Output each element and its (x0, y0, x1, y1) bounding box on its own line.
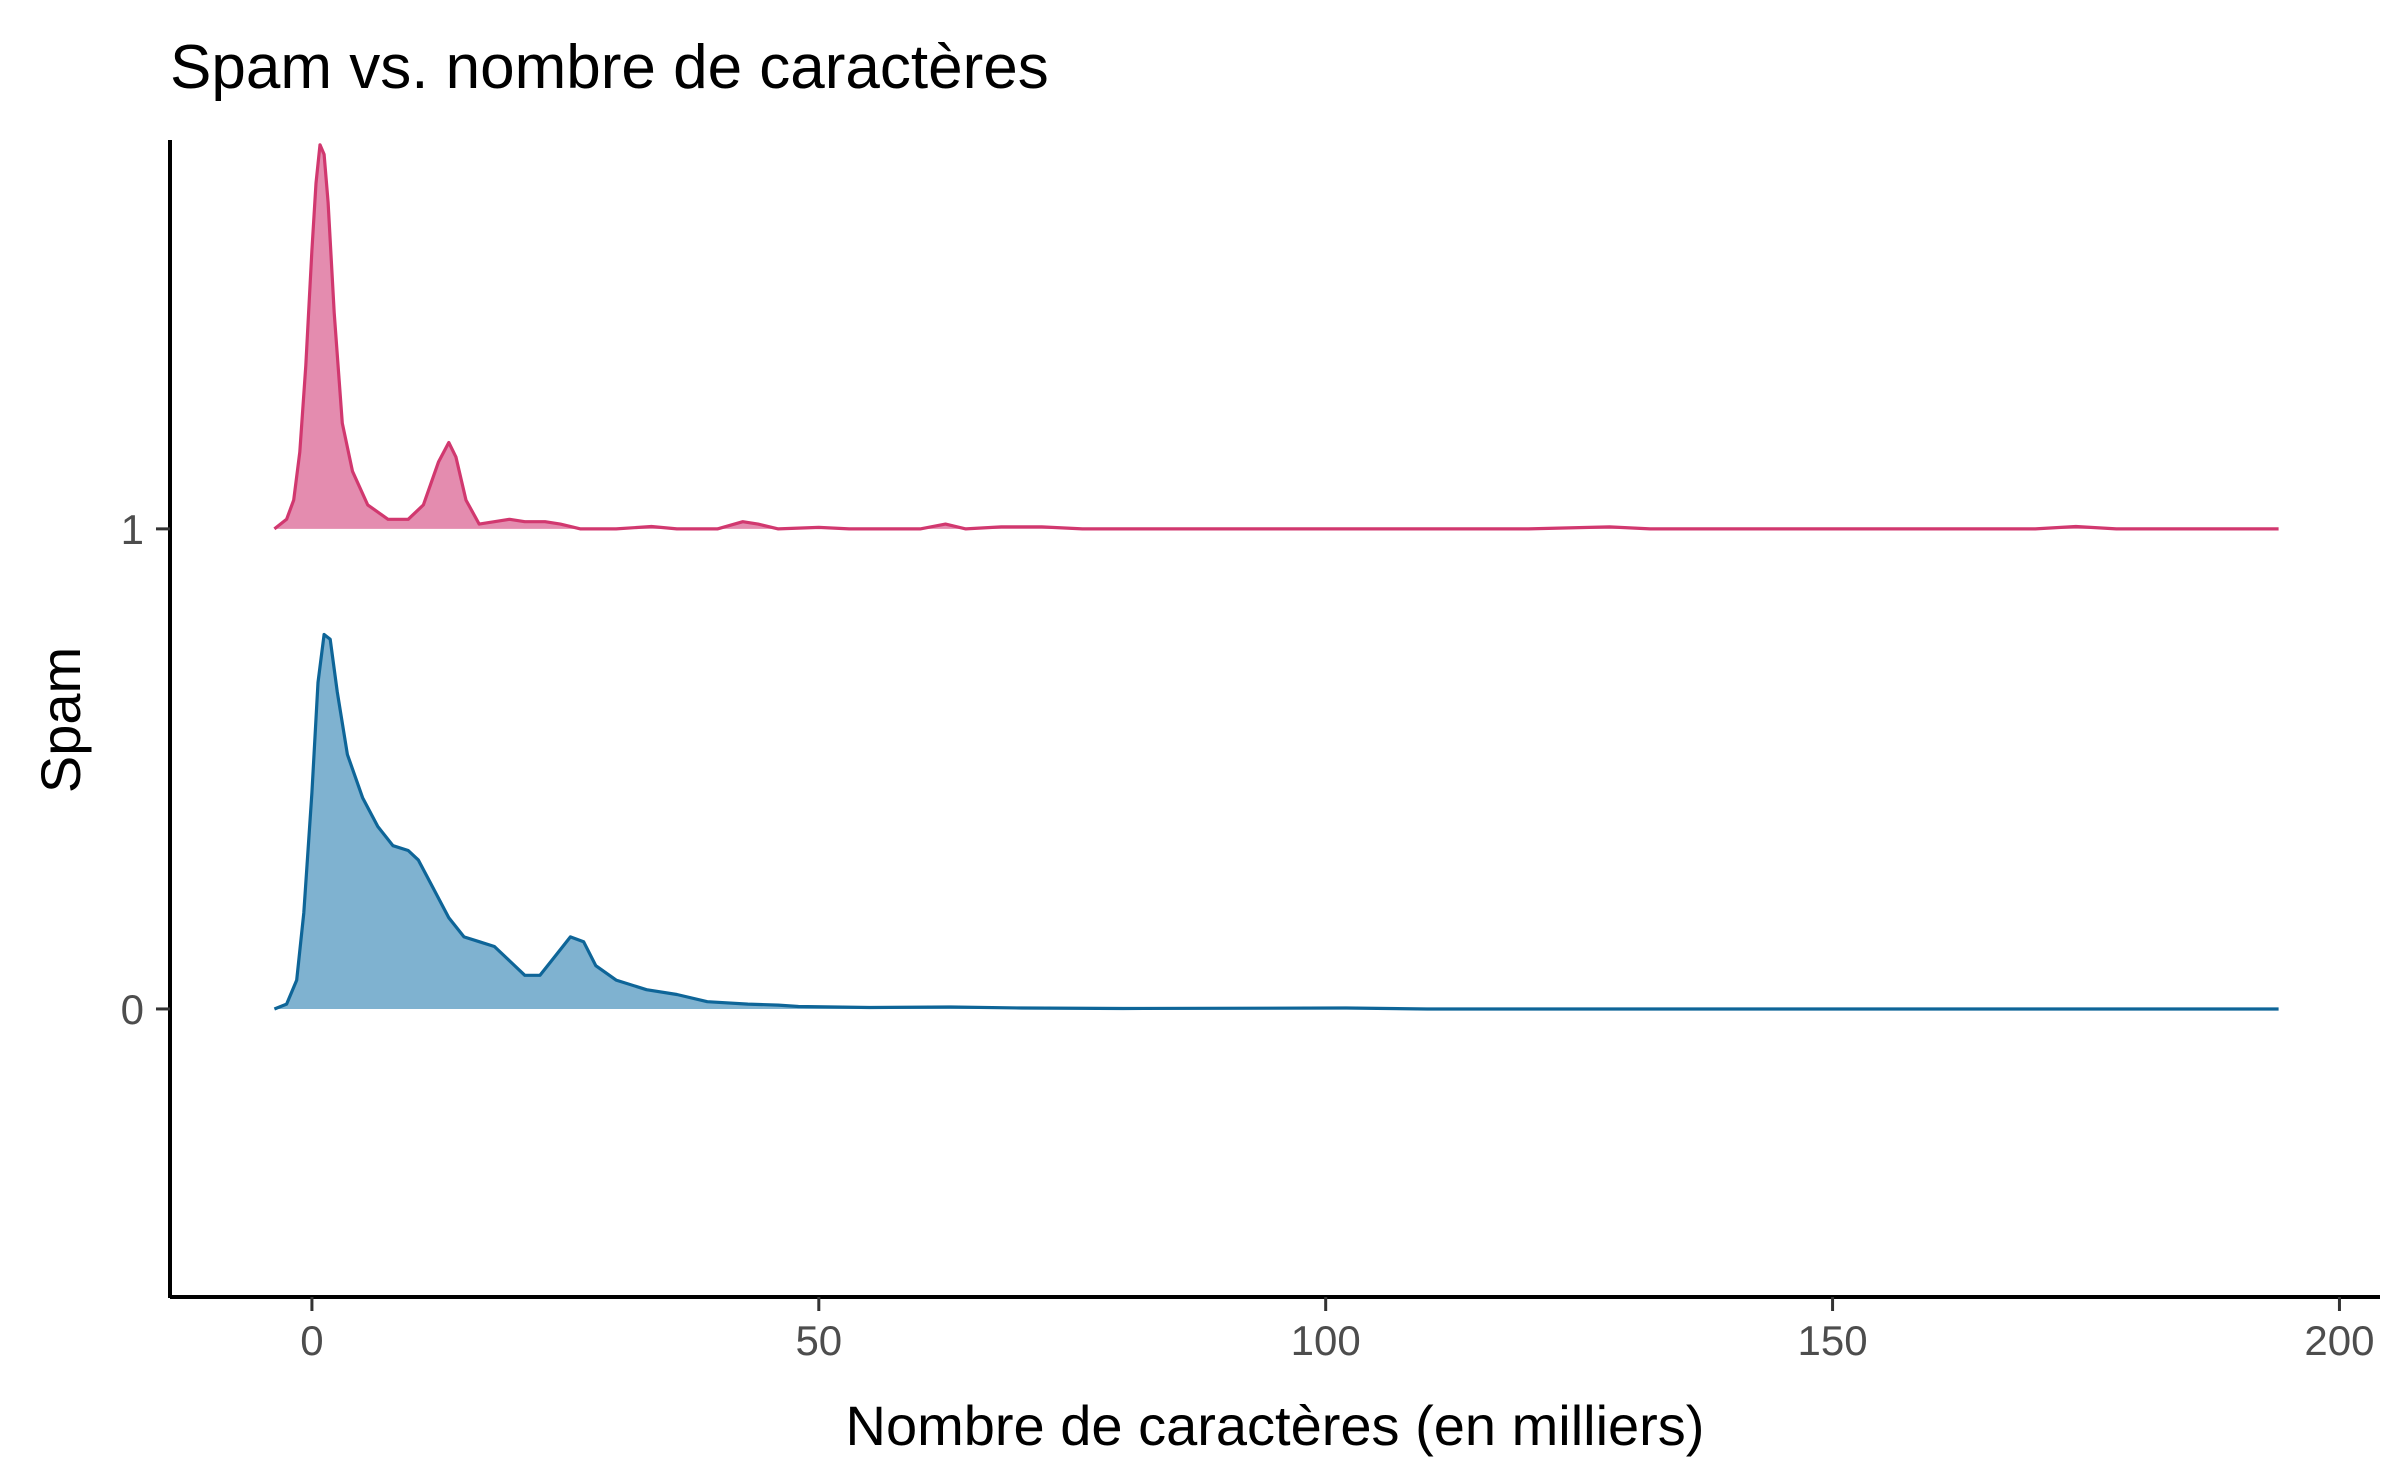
y-axis-title: Spam (29, 647, 92, 793)
x-tick-label: 50 (795, 1317, 842, 1364)
series-layer (273, 143, 2279, 1011)
x-ticks: 0 50 100 150 200 (300, 1297, 2374, 1364)
density-line-0 (273, 632, 2279, 1011)
x-tick-label: 150 (1798, 1317, 1868, 1364)
density-series-0 (273, 632, 2279, 1011)
y-tick-label: 1 (121, 506, 144, 553)
density-area-1 (274, 144, 2279, 529)
x-tick-label: 100 (1291, 1317, 1361, 1364)
y-ticks: 01 (121, 506, 170, 1033)
x-tick-label: 200 (2304, 1317, 2374, 1364)
density-area-0 (274, 634, 2279, 1009)
y-tick-label: 0 (121, 986, 144, 1033)
density-line-1 (273, 143, 2279, 531)
x-tick-label: 0 (300, 1317, 323, 1364)
chart-title: Spam vs. nombre de caractères (170, 33, 1049, 102)
density-series-1 (273, 143, 2279, 531)
x-axis-title: Nombre de caractères (en milliers) (846, 1394, 1705, 1457)
